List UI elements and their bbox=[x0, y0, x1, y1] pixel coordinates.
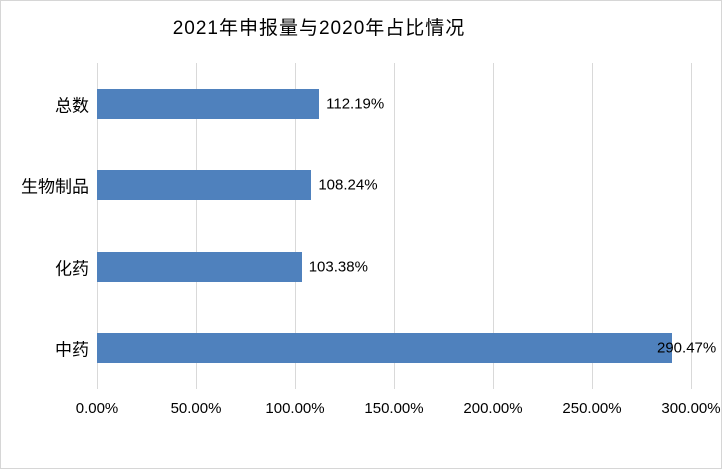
x-tick-label: 300.00% bbox=[661, 400, 721, 417]
bar-data-label: 103.38% bbox=[308, 258, 368, 276]
gridline bbox=[691, 63, 692, 389]
gridline bbox=[196, 63, 197, 389]
x-tick-label: 0.00% bbox=[75, 400, 119, 417]
x-tick-label: 250.00% bbox=[562, 400, 622, 417]
plot-area: 112.19% 108.24% 103.38% 290.47% bbox=[97, 63, 716, 389]
gridline bbox=[97, 63, 98, 389]
bar-data-label: 108.24% bbox=[318, 176, 378, 194]
x-axis-tick-labels: 0.00% 50.00% 100.00% 150.00% 200.00% 250.00% 3… bbox=[76, 400, 721, 422]
bar-化药 bbox=[97, 251, 302, 282]
gridline bbox=[493, 63, 494, 389]
gridline bbox=[295, 63, 296, 389]
gridline bbox=[394, 63, 395, 389]
bar-data-label: 290.47% bbox=[657, 339, 717, 357]
gridline bbox=[592, 63, 593, 389]
bar-总数 bbox=[97, 88, 320, 119]
chart-title: 2021年申报量与2020年占比情况 bbox=[172, 18, 466, 39]
x-tick-label: 50.00% bbox=[170, 400, 222, 417]
x-tick-label: 150.00% bbox=[364, 400, 424, 417]
x-tick-label: 200.00% bbox=[463, 400, 523, 417]
bar-生物制品 bbox=[97, 170, 312, 201]
category-label-化药: 化药 bbox=[55, 259, 89, 279]
category-label-生物制品: 生物制品 bbox=[21, 177, 89, 197]
category-axis-labels: 总数生物制品化药中药 bbox=[1, 63, 89, 389]
category-label-中药: 中药 bbox=[55, 340, 89, 360]
x-tick-label: 100.00% bbox=[265, 400, 325, 417]
bar-data-label: 112.19% bbox=[326, 95, 385, 113]
bar-中药 bbox=[97, 333, 673, 364]
category-label-总数: 总数 bbox=[55, 96, 89, 116]
